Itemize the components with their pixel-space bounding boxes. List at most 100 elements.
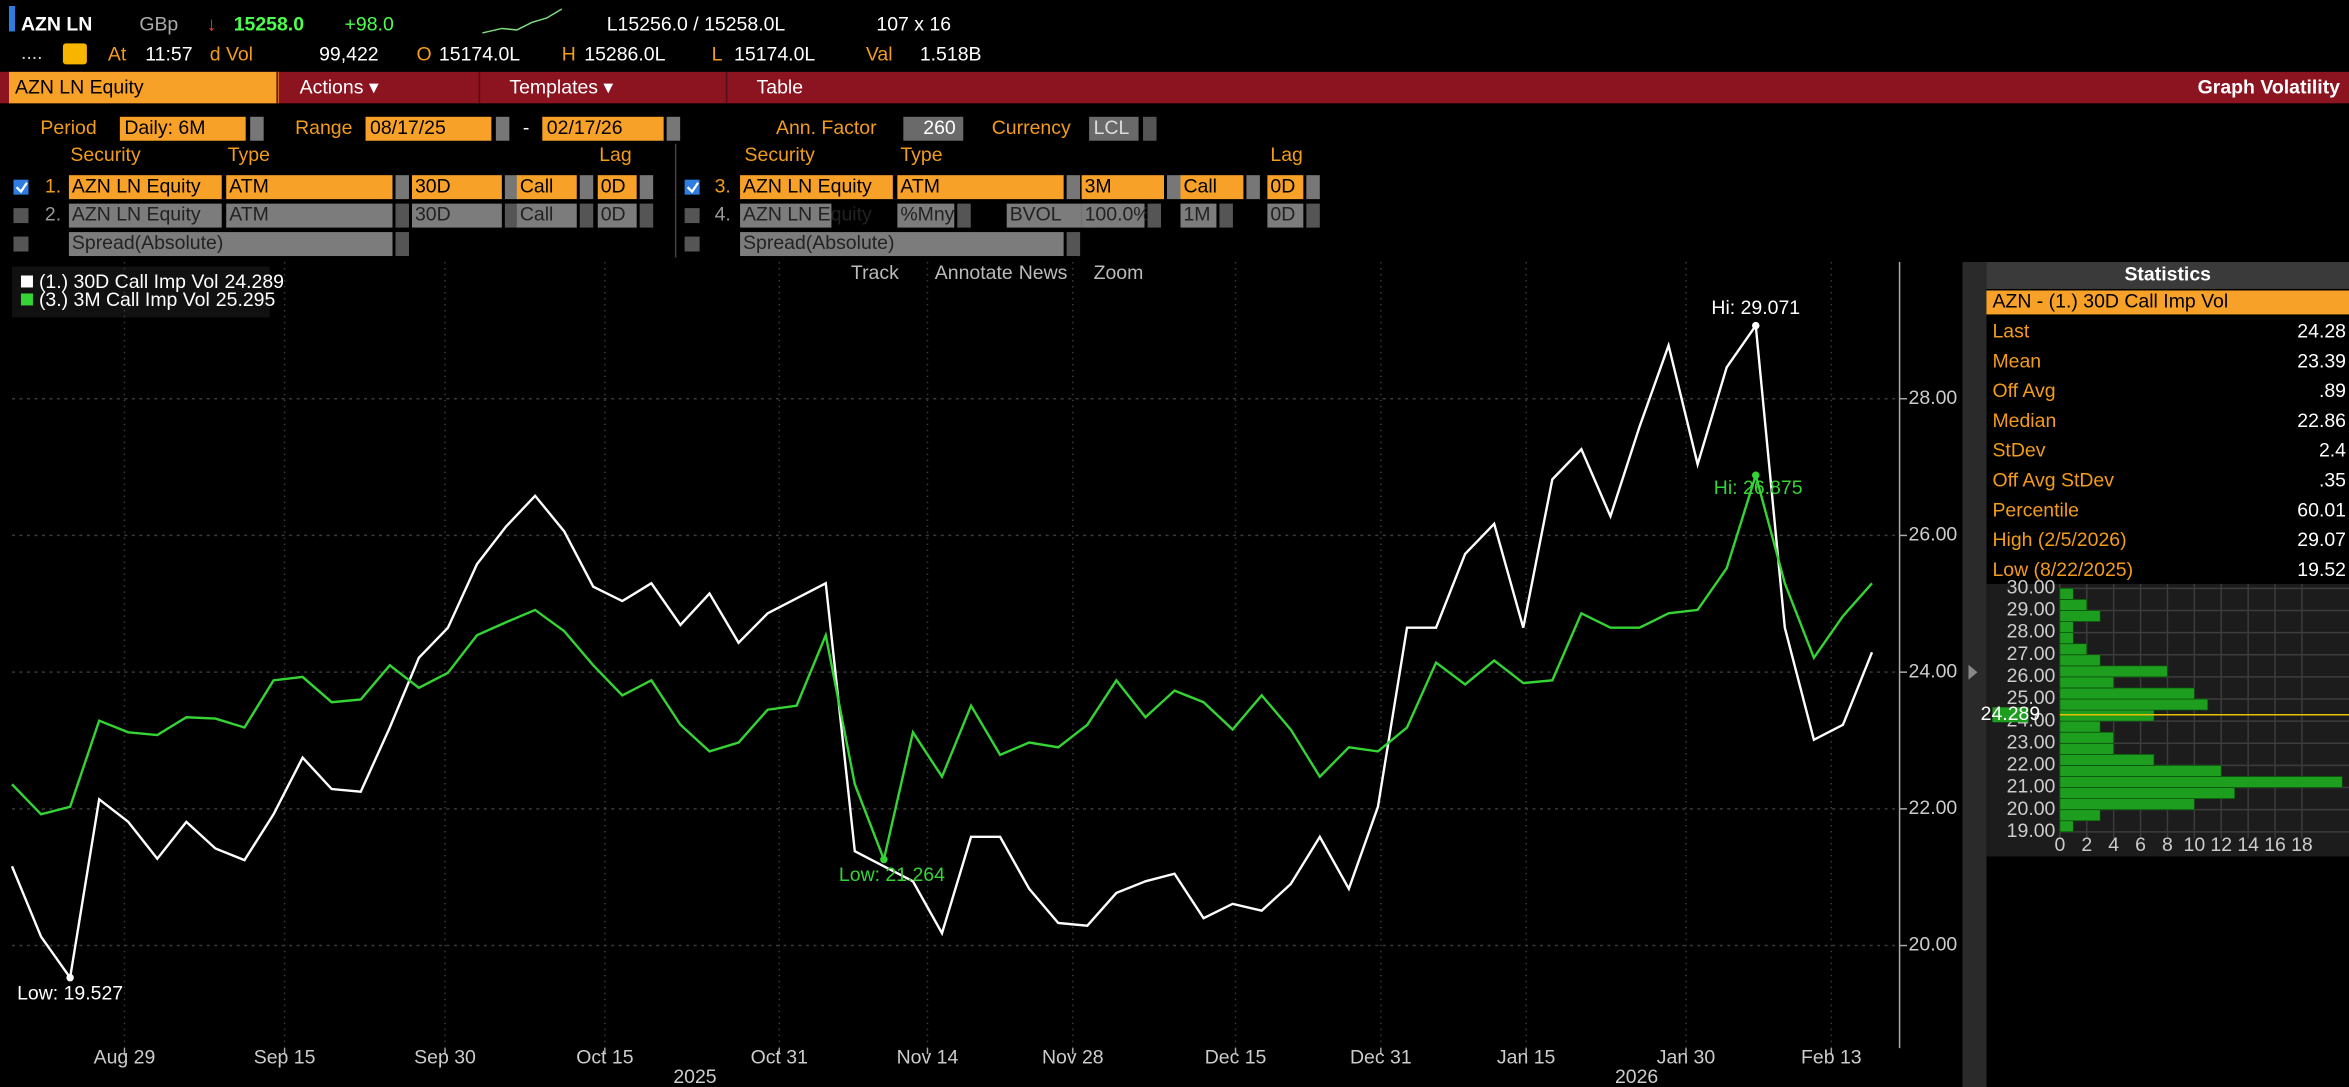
- dropdown[interactable]: [1147, 203, 1162, 228]
- high-point: [1752, 321, 1760, 330]
- checkbox[interactable]: [684, 179, 700, 195]
- field-box[interactable]: [68, 232, 393, 257]
- price: 15258.0: [234, 14, 305, 36]
- field-box[interactable]: [1267, 175, 1304, 200]
- menu-item[interactable]: Actions ▾: [300, 76, 379, 98]
- legend-value: 24.289: [224, 271, 284, 293]
- field-box[interactable]: [597, 175, 637, 200]
- field-box[interactable]: [897, 203, 955, 228]
- field-box[interactable]: [1180, 203, 1217, 228]
- menu-item[interactable]: Table: [757, 76, 804, 98]
- leg-field: Call: [1183, 175, 1217, 197]
- dropdown[interactable]: [579, 203, 594, 228]
- checkbox[interactable]: [13, 236, 29, 252]
- leg-number: 1.: [45, 175, 61, 197]
- field-box[interactable]: [740, 203, 832, 228]
- hist-bar: [2059, 709, 2155, 722]
- menu-function[interactable]: Graph Volatility: [2198, 76, 2341, 98]
- dropdown[interactable]: [395, 203, 409, 228]
- legend-bg: [11, 266, 270, 318]
- panel-arrow[interactable]: [1968, 664, 1978, 680]
- currency: GBp: [139, 14, 178, 36]
- dropdown[interactable]: [395, 232, 409, 257]
- field-box[interactable]: [1081, 203, 1145, 228]
- leg-field: ATM: [229, 204, 269, 226]
- stat-value: 2.4: [2319, 440, 2346, 462]
- field-box[interactable]: [68, 203, 222, 228]
- chart-tool[interactable]: Track: [851, 262, 899, 284]
- hist-x-label: 4: [2108, 834, 2119, 856]
- dropdown[interactable]: [504, 203, 519, 228]
- quote-value: 1.518B: [920, 44, 982, 66]
- hist-bar: [2059, 742, 2115, 755]
- quote-label: d Vol: [210, 44, 253, 66]
- checkbox[interactable]: [13, 208, 29, 224]
- field-box[interactable]: [226, 175, 393, 200]
- field-box[interactable]: [597, 203, 637, 228]
- field-box[interactable]: [740, 175, 893, 200]
- chart-tool[interactable]: Annotate: [935, 262, 1013, 284]
- field-box[interactable]: [1081, 175, 1165, 200]
- dropdown[interactable]: [639, 203, 654, 228]
- checkbox[interactable]: [684, 236, 700, 252]
- field-box[interactable]: [897, 175, 1064, 200]
- year-label: 2026: [1615, 1066, 1658, 1087]
- dropdown[interactable]: [395, 175, 409, 200]
- hist-y-label: 22.00: [2007, 754, 2056, 776]
- dropdown[interactable]: [1143, 116, 1157, 141]
- legend-swatch: [20, 293, 33, 306]
- field-box[interactable]: [516, 175, 577, 200]
- stats-header: [1986, 262, 2349, 289]
- field-box[interactable]: [542, 116, 664, 141]
- field-box[interactable]: [365, 116, 492, 141]
- checkbox[interactable]: [684, 208, 700, 224]
- field-box[interactable]: [1267, 203, 1304, 228]
- menu-item[interactable]: Templates ▾: [509, 76, 613, 98]
- field-box[interactable]: [740, 232, 1064, 257]
- leg-field: 0D: [601, 204, 626, 226]
- series-line: [11, 470, 1873, 864]
- field-box[interactable]: [119, 116, 246, 141]
- checkbox[interactable]: [13, 179, 29, 195]
- hist-bar: [2059, 654, 2101, 667]
- y-tick-label: 20.00: [1909, 934, 1958, 956]
- field-box[interactable]: [411, 175, 502, 200]
- x-tick-label: Dec 31: [1350, 1047, 1412, 1069]
- dropdown[interactable]: [1246, 175, 1260, 200]
- column-header: Type: [228, 144, 270, 166]
- dropdown[interactable]: [250, 116, 264, 141]
- leg-number: 2.: [45, 204, 61, 226]
- dropdown[interactable]: [1306, 203, 1320, 228]
- dropdown[interactable]: [1066, 175, 1081, 200]
- menu-security: AZN LN Equity: [15, 76, 144, 98]
- field-box[interactable]: [68, 175, 222, 200]
- dropdown[interactable]: [639, 175, 654, 200]
- hist-x-label: 6: [2135, 834, 2146, 856]
- currency: LCL: [1094, 117, 1130, 139]
- field-box[interactable]: [1089, 116, 1139, 141]
- field-box[interactable]: [516, 203, 577, 228]
- dropdown[interactable]: [504, 175, 519, 200]
- dropdown[interactable]: [579, 175, 594, 200]
- dropdown[interactable]: [495, 116, 510, 141]
- security-field[interactable]: [8, 71, 279, 104]
- field-box[interactable]: [1006, 203, 1082, 228]
- dropdown[interactable]: [957, 203, 971, 228]
- period: Daily: 6M: [124, 117, 205, 139]
- dropdown[interactable]: [1219, 203, 1233, 228]
- dropdown[interactable]: [666, 116, 681, 141]
- chart-tool[interactable]: Zoom: [1094, 262, 1144, 284]
- field-box[interactable]: [903, 116, 964, 141]
- quote-label: O: [416, 44, 431, 66]
- leg-field: 3M: [1085, 175, 1112, 197]
- field-box[interactable]: [411, 203, 502, 228]
- dropdown[interactable]: [1066, 232, 1081, 257]
- field-box[interactable]: [226, 203, 393, 228]
- field-box[interactable]: [1180, 175, 1244, 200]
- hist-y-label: 25.00: [2007, 687, 2056, 709]
- chart-tool[interactable]: News: [1019, 262, 1068, 284]
- hist-bar: [2059, 587, 2074, 600]
- leg-number: 3.: [715, 175, 731, 197]
- dropdown[interactable]: [1167, 175, 1181, 200]
- dropdown[interactable]: [1306, 175, 1320, 200]
